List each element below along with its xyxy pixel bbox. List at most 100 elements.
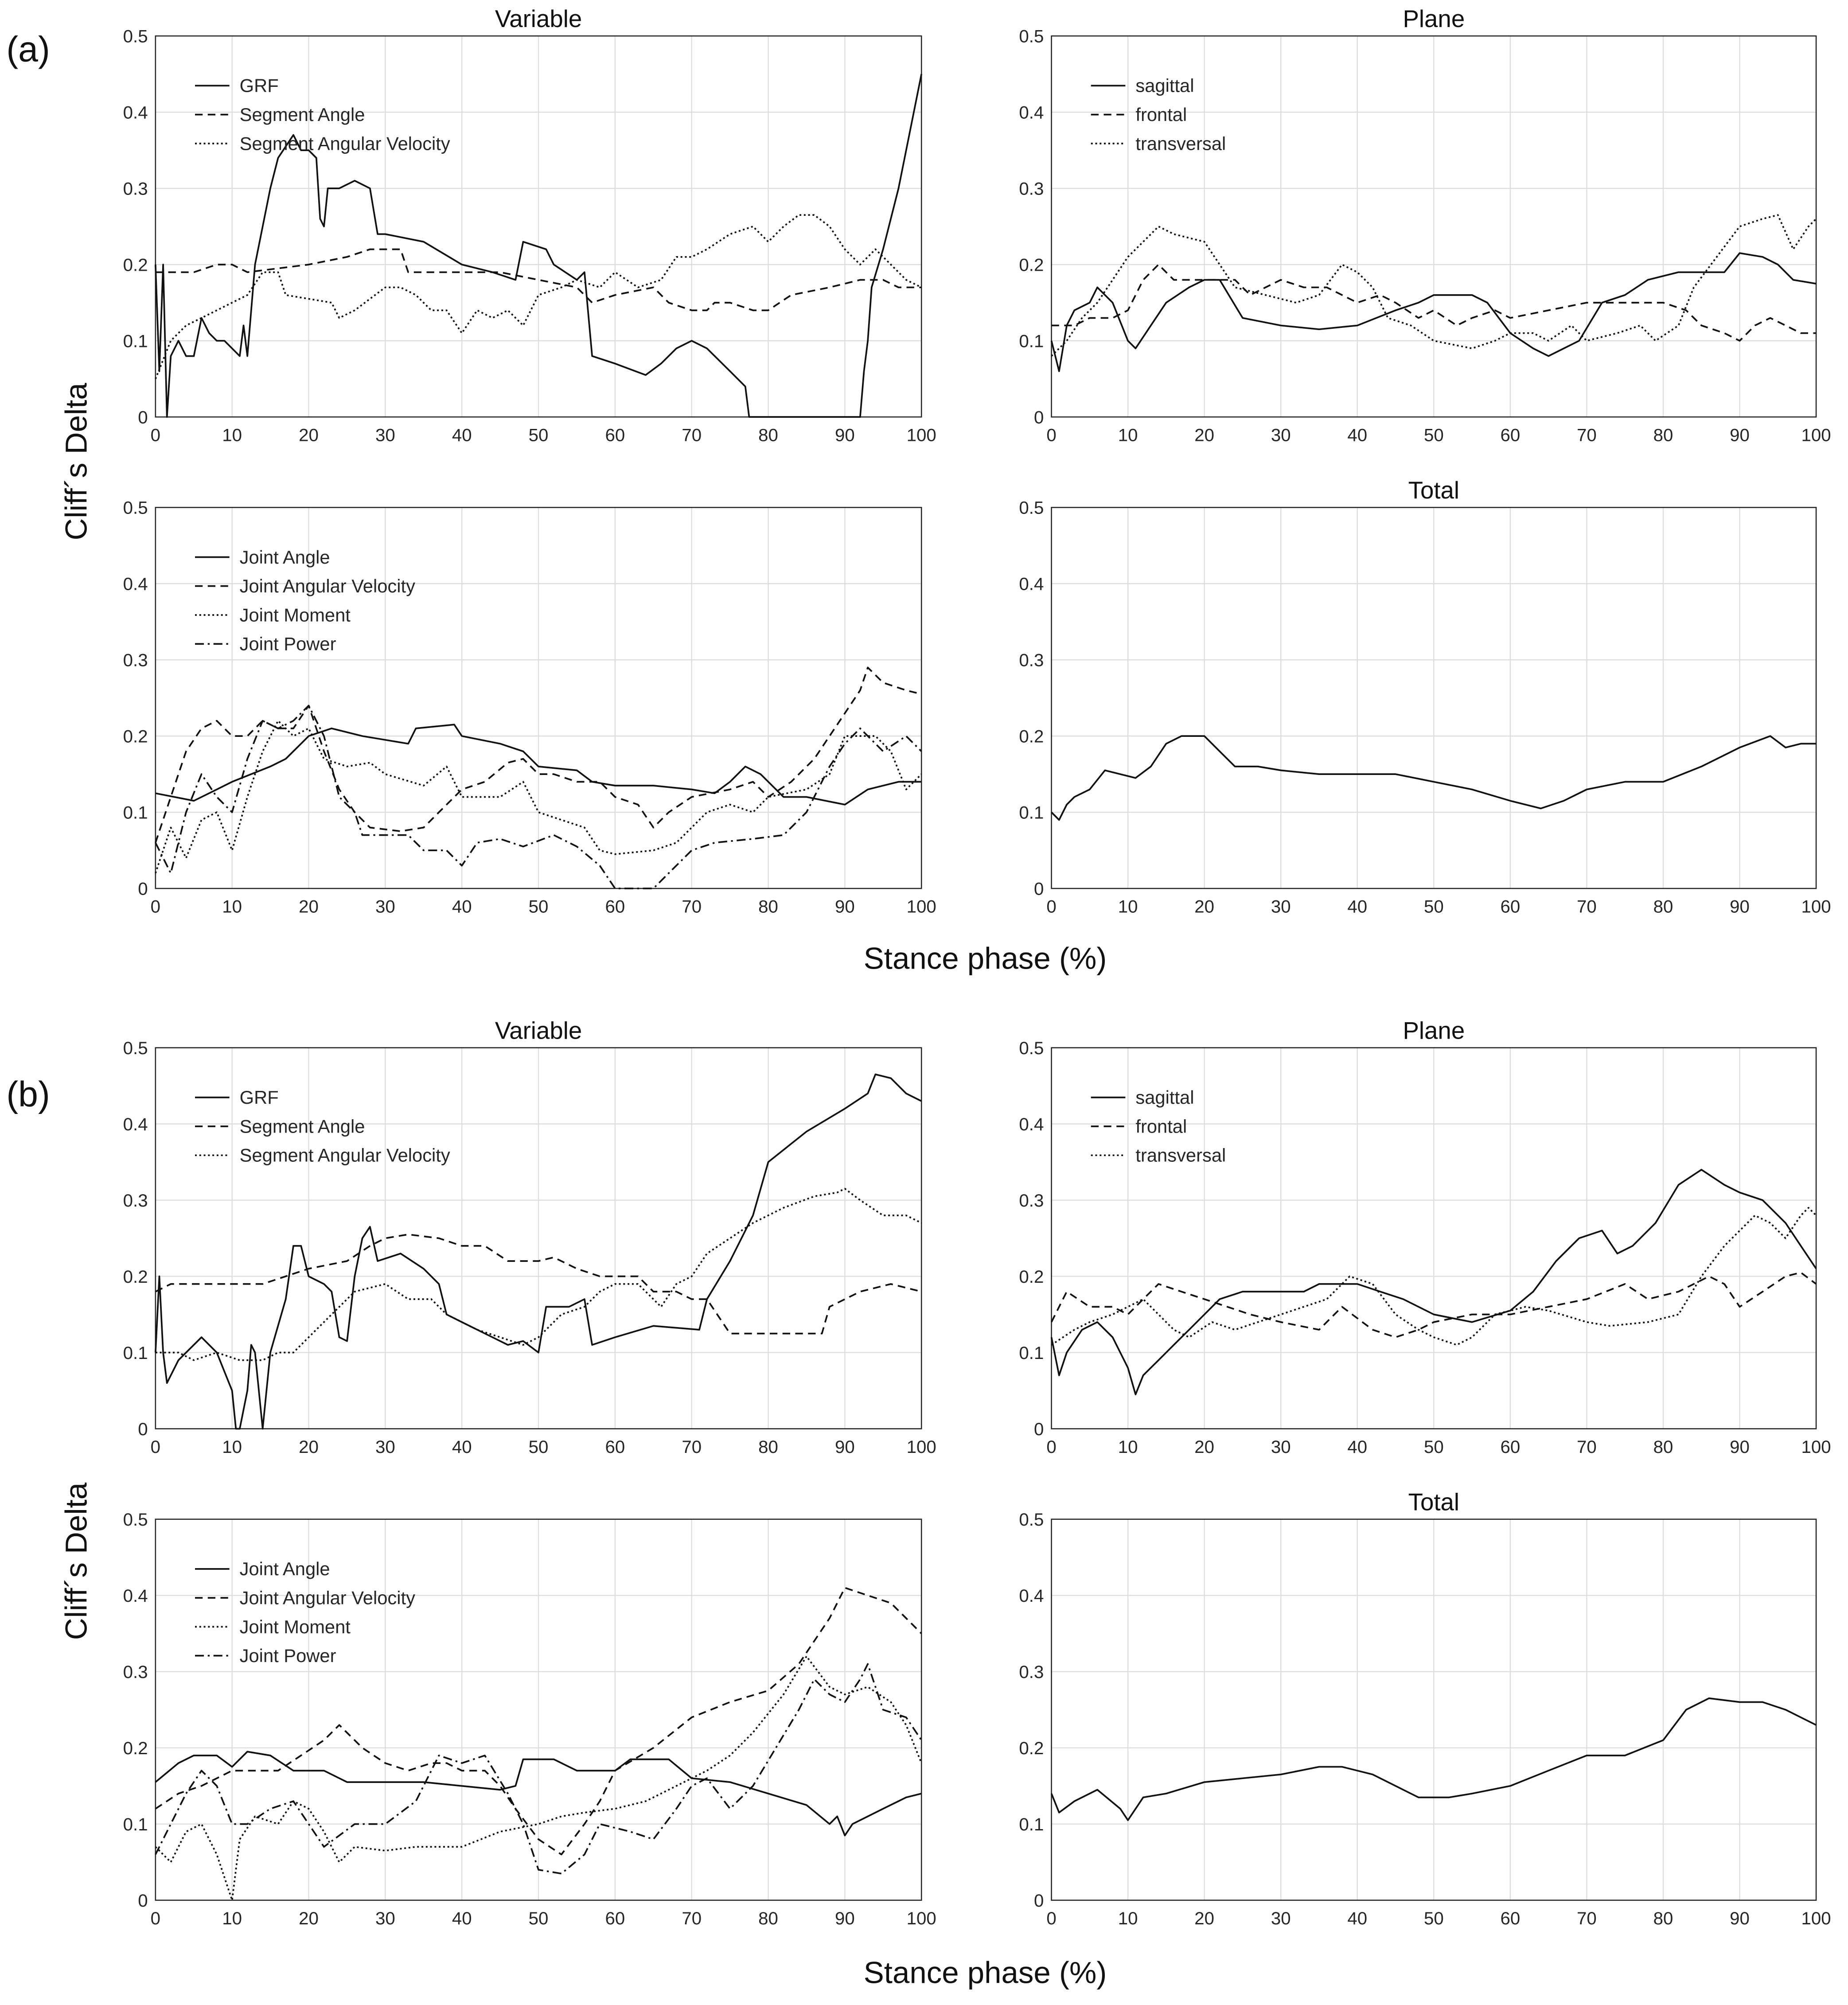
x-tick-label: 10	[222, 1437, 242, 1457]
y-tick-label: 0.5	[1019, 1510, 1044, 1530]
series-line-segment-angle	[155, 248, 922, 311]
x-tick-label: 50	[529, 1908, 549, 1928]
panel-title: Plane	[1403, 5, 1465, 32]
y-tick-label: 0.2	[1019, 1738, 1044, 1758]
panel-7: 0 10 20 30 40 50 60 70 80 90 100 0 0.1 0.2 0.3 0.4 0.5 Jo…	[123, 1510, 936, 1928]
x-tick-label: 90	[835, 897, 855, 917]
x-tick-label: 90	[835, 1437, 855, 1457]
x-tick-label: 80	[1653, 1437, 1673, 1457]
x-tick-label: 60	[1501, 425, 1521, 445]
x-tick-label: 20	[299, 1908, 319, 1928]
y-tick-label: 0.3	[1019, 1191, 1044, 1211]
x-tick-label: 80	[758, 1908, 778, 1928]
x-tick-label: 100	[907, 425, 936, 445]
x-tick-label: 20	[1194, 1908, 1214, 1928]
legend-entry: Segment Angle	[240, 104, 365, 125]
panel-3: 0 10 20 30 40 50 60 70 80 90 100 0 0.1 0.2 0.3 0.4 0.5 Jo…	[123, 498, 936, 917]
legend-entry: Segment Angular Velocity	[240, 1145, 450, 1166]
x-tick-label: 70	[1577, 425, 1597, 445]
x-tick-label: 70	[682, 897, 702, 917]
x-tick-label: 100	[1801, 897, 1831, 917]
y-tick-label: 0	[1034, 879, 1044, 899]
x-tick-label: 10	[1118, 1908, 1138, 1928]
x-tick-label: 100	[907, 897, 936, 917]
x-tick-label: 40	[452, 1908, 472, 1928]
legend: sagittal frontal transversal	[1091, 1087, 1226, 1166]
legend-entry: transversal	[1135, 1145, 1226, 1166]
series-line-joint-moment	[155, 720, 922, 874]
x-tick-label: 100	[1801, 425, 1831, 445]
series-line-joint-power	[155, 1663, 922, 1875]
x-tick-label: 0	[1046, 897, 1056, 917]
y-tick-label: 0.5	[123, 1038, 148, 1058]
y-tick-label: 0.5	[123, 27, 148, 47]
x-tick-label: 60	[605, 897, 625, 917]
x-axis-label-b: Stance phase (%)	[864, 1955, 1107, 1989]
panel-title: Total	[1408, 477, 1459, 504]
y-tick-label: 0.5	[1019, 27, 1044, 47]
panel-title: Plane	[1403, 1017, 1465, 1044]
y-tick-label: 0.2	[1019, 727, 1044, 747]
legend-entry: GRF	[240, 75, 279, 96]
x-tick-label: 60	[605, 1908, 625, 1928]
y-tick-label: 0.3	[123, 650, 148, 670]
part-label-b: (b)	[6, 1075, 50, 1114]
legend-entry: Joint Angular Velocity	[240, 576, 415, 596]
part-label-a: (a)	[6, 30, 50, 70]
series-line-total	[1050, 1697, 1817, 1821]
panel-8: 0 10 20 30 40 50 60 70 80 90 100 0 0.1 0.2 0.3 0.4 0.5 To…	[1019, 1489, 1831, 1929]
x-tick-label: 80	[1653, 897, 1673, 917]
y-tick-label: 0	[1034, 407, 1044, 427]
panel-2: 0 10 20 30 40 50 60 70 80 90 100 0 0.1 0.2 0.3 0.4 0.5 Pl…	[1019, 5, 1831, 445]
y-tick-label: 0.2	[1019, 1267, 1044, 1287]
x-tick-label: 30	[375, 897, 395, 917]
x-tick-label: 70	[682, 1908, 702, 1928]
panel-4: 0 10 20 30 40 50 60 70 80 90 100 0 0.1 0.2 0.3 0.4 0.5 To…	[1019, 477, 1831, 917]
x-tick-label: 50	[1424, 1908, 1444, 1928]
x-tick-label: 50	[1424, 1437, 1444, 1457]
y-axis-label-b: Cliff´s Delta	[59, 1482, 94, 1640]
y-tick-label: 0.1	[1019, 803, 1044, 823]
panel-title: Variable	[495, 5, 582, 32]
x-tick-label: 10	[222, 425, 242, 445]
x-tick-label: 0	[151, 1908, 160, 1928]
y-tick-label: 0.4	[1019, 103, 1044, 123]
x-tick-label: 90	[835, 425, 855, 445]
legend-entry: sagittal	[1135, 75, 1194, 96]
y-tick-label: 0.4	[123, 103, 148, 123]
x-tick-label: 90	[1730, 1437, 1750, 1457]
y-tick-label: 0.5	[123, 1510, 148, 1530]
plot-frame	[155, 1518, 922, 1901]
legend-entry: Joint Angle	[240, 1558, 330, 1579]
panel-6: 0 10 20 30 40 50 60 70 80 90 100 0 0.1 0.2 0.3 0.4 0.5 Pl…	[1019, 1017, 1831, 1457]
legend: GRF Segment Angle Segment Angular Velocity	[195, 75, 450, 154]
y-tick-label: 0.3	[123, 179, 148, 199]
x-tick-label: 80	[1653, 425, 1673, 445]
series-line-transversal	[1051, 1207, 1817, 1346]
series-line-segment-angular-velocity	[155, 1187, 922, 1361]
y-tick-label: 0.1	[123, 1814, 148, 1834]
x-tick-label: 30	[375, 425, 395, 445]
x-tick-label: 40	[1347, 1437, 1367, 1457]
panel-title: Variable	[495, 1017, 582, 1044]
y-tick-label: 0.5	[1019, 498, 1044, 518]
x-tick-label: 20	[299, 1437, 319, 1457]
plot-frame	[1051, 1047, 1817, 1429]
plot-frame	[1051, 35, 1817, 418]
legend-entry: frontal	[1135, 1116, 1187, 1137]
x-tick-label: 80	[758, 1437, 778, 1457]
series-line-joint-moment	[155, 1655, 922, 1901]
x-tick-label: 20	[1194, 1437, 1214, 1457]
x-tick-label: 60	[1501, 1908, 1521, 1928]
y-tick-label: 0.1	[1019, 331, 1044, 351]
x-tick-label: 30	[1271, 1437, 1291, 1457]
y-tick-label: 0.2	[123, 1267, 148, 1287]
x-tick-label: 60	[1501, 897, 1521, 917]
x-tick-label: 10	[1118, 1437, 1138, 1457]
x-tick-label: 70	[1577, 897, 1597, 917]
series-line-joint-angular-velocity	[155, 1587, 922, 1856]
y-tick-label: 0.1	[123, 803, 148, 823]
x-tick-label: 50	[1424, 425, 1444, 445]
legend: GRF Segment Angle Segment Angular Velocity	[195, 1087, 450, 1166]
